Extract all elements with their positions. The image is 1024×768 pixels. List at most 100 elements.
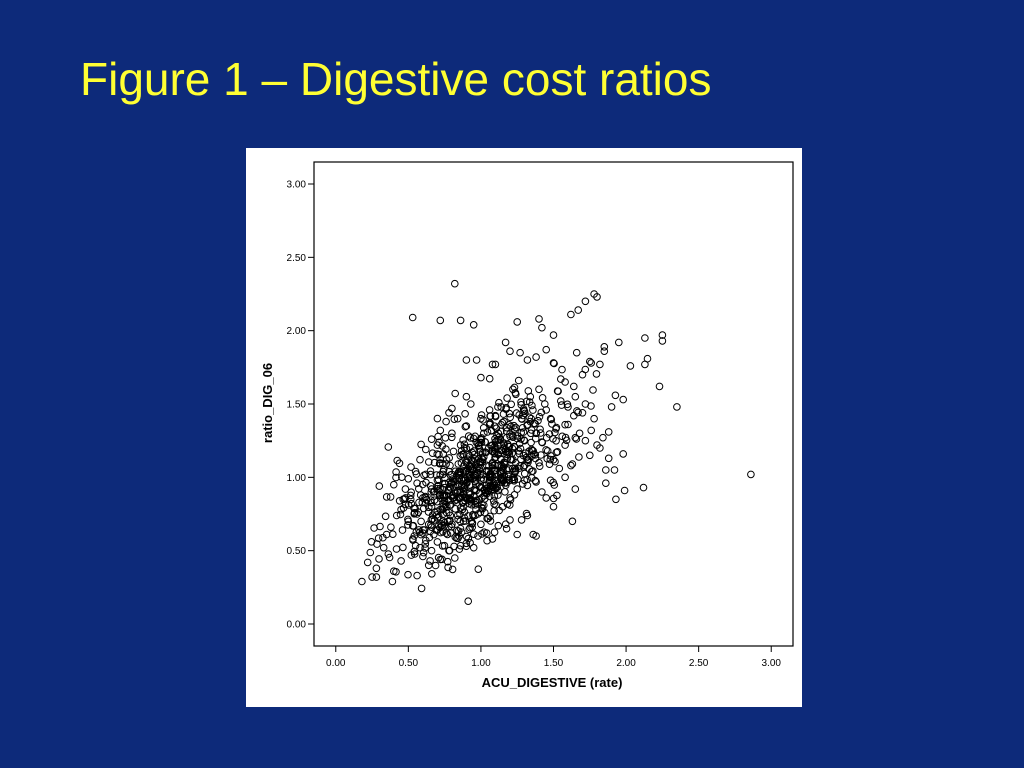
data-point xyxy=(392,468,400,476)
data-point xyxy=(516,444,525,453)
data-point xyxy=(444,495,453,504)
data-point xyxy=(604,454,613,463)
data-point xyxy=(514,475,522,483)
data-point xyxy=(415,485,423,493)
data-point xyxy=(581,297,590,306)
data-point xyxy=(451,554,459,562)
data-point xyxy=(504,470,513,479)
data-point xyxy=(563,400,572,409)
data-point xyxy=(477,373,485,382)
data-point xyxy=(612,495,620,504)
data-point xyxy=(520,461,529,470)
data-point xyxy=(467,400,475,408)
data-point xyxy=(450,415,459,424)
data-point xyxy=(461,410,469,418)
data-point xyxy=(442,445,450,454)
data-point xyxy=(483,428,492,436)
data-point xyxy=(448,404,456,413)
x-tick-label: 1.50 xyxy=(544,658,564,669)
data-point xyxy=(448,433,456,442)
data-point xyxy=(506,516,514,524)
data-point xyxy=(490,470,499,479)
data-point xyxy=(451,505,460,513)
data-point xyxy=(561,378,569,386)
data-point xyxy=(389,530,397,539)
data-point xyxy=(487,442,495,450)
figure-panel: 0.00 0.50 1.00 1.50 2.00 2.50 3.00 0.00 0.50 1.0… xyxy=(246,148,802,707)
data-point xyxy=(490,467,499,475)
data-point xyxy=(532,429,541,438)
data-point xyxy=(434,512,443,521)
data-point xyxy=(497,461,505,469)
x-tick-label: 1.00 xyxy=(471,658,491,669)
data-point xyxy=(456,541,465,550)
data-point xyxy=(522,453,531,462)
data-point xyxy=(475,441,483,450)
data-point xyxy=(390,480,398,489)
data-point xyxy=(436,471,444,479)
data-point xyxy=(466,465,474,473)
data-point xyxy=(446,471,455,479)
data-point xyxy=(655,382,664,391)
data-point xyxy=(462,542,471,551)
data-point xyxy=(548,420,556,428)
data-point xyxy=(480,429,488,438)
data-point xyxy=(490,528,499,537)
data-point xyxy=(542,433,551,442)
data-point xyxy=(472,505,480,514)
data-point xyxy=(527,429,535,438)
data-point xyxy=(542,494,551,502)
data-point xyxy=(472,476,480,484)
data-point xyxy=(513,434,522,443)
data-point xyxy=(478,458,487,467)
data-point xyxy=(549,502,558,511)
data-point xyxy=(436,455,444,464)
data-point xyxy=(416,543,424,552)
x-tick-label: 0.00 xyxy=(326,658,346,669)
data-point xyxy=(401,500,410,509)
data-point xyxy=(615,338,623,347)
data-point xyxy=(481,508,489,517)
data-point xyxy=(464,534,473,543)
data-point xyxy=(570,411,578,420)
data-point xyxy=(497,421,505,429)
data-point xyxy=(494,403,502,411)
data-point xyxy=(590,414,598,423)
data-point xyxy=(610,466,619,474)
data-point xyxy=(547,415,556,424)
data-point xyxy=(562,436,571,445)
x-tick-label: 2.50 xyxy=(689,658,709,669)
data-point xyxy=(471,498,480,507)
data-point xyxy=(477,434,486,442)
x-tick-label: 3.00 xyxy=(761,658,781,669)
data-point xyxy=(537,408,546,417)
data-point xyxy=(491,360,500,369)
data-point xyxy=(493,432,501,440)
data-point xyxy=(465,470,473,478)
data-point xyxy=(485,476,494,485)
data-point xyxy=(489,461,497,470)
data-point xyxy=(546,455,555,464)
data-point xyxy=(586,357,594,366)
data-point xyxy=(519,463,528,471)
data-point xyxy=(411,541,420,550)
data-point xyxy=(620,486,629,495)
data-point xyxy=(471,480,480,488)
data-point xyxy=(520,469,529,478)
data-point xyxy=(445,546,454,555)
data-point xyxy=(417,517,425,526)
data-point xyxy=(426,527,435,536)
data-point xyxy=(464,597,472,606)
data-point xyxy=(392,511,401,520)
data-point xyxy=(381,512,390,521)
data-point xyxy=(481,448,489,456)
data-point xyxy=(485,406,494,414)
data-point xyxy=(564,420,572,429)
data-point xyxy=(589,386,597,394)
data-point xyxy=(529,406,537,414)
data-point xyxy=(536,429,545,437)
data-point xyxy=(409,521,418,530)
data-point xyxy=(535,462,544,471)
data-point xyxy=(488,535,497,543)
data-point xyxy=(485,479,493,487)
